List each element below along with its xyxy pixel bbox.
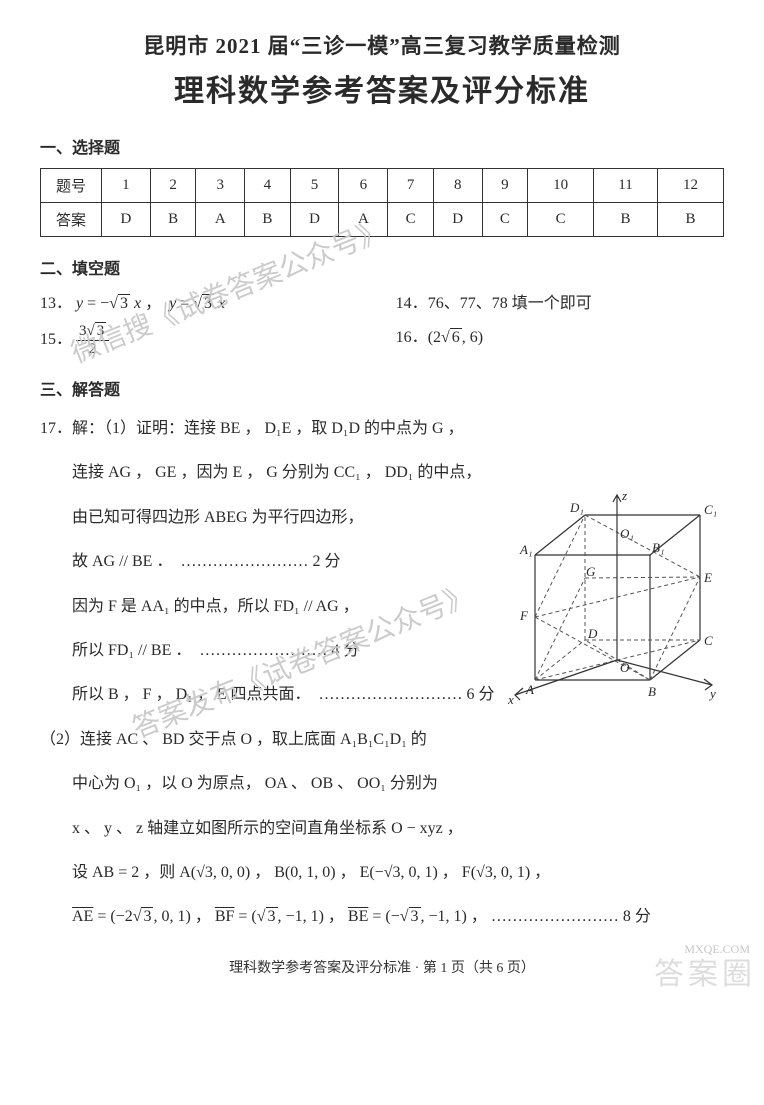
label-D: D [587,626,598,641]
q-number: 15． [40,331,72,348]
q17-line: x 、 y 、 z 轴建立如图所示的空间直角坐标系 O − xyz ， [40,810,724,848]
ans-cell: B [594,203,658,237]
ans-cell: A [196,203,245,237]
label-G: G [586,564,596,579]
th-cell: 3 [196,169,245,203]
th-cell: 1 [102,169,151,203]
th-cell: 9 [482,169,527,203]
label-C1: C₁ [704,502,717,517]
ans-cell: D [102,203,151,237]
q-number: 14． [396,295,428,312]
ans-cell: C [528,203,594,237]
q17-line: AE = (−2√3, 0, 1) ， BF = (√3, −1, 1) ， B… [40,898,724,936]
q17-line: （2）连接 AC 、 BD 交于点 O ，取上底面 A₁B₁C₁D₁ 的 [40,721,724,759]
page-footer: 理科数学参考答案及评分标准 · 第 1 页（共 6 页） [40,957,724,977]
q13: 13． y = −√3 x ， y = √3 x [40,289,396,313]
cube-figure: A B C D A₁ B₁ C₁ D₁ E F G O O₁ x y z [490,490,720,710]
q17-line: 中心为 O₁ ，以 O 为原点， OA 、 OB 、 OO₁ 分别为 [40,765,724,803]
table-row: 题号 1 2 3 4 5 6 7 8 9 10 11 12 [41,169,724,203]
axis-y: y [708,686,716,701]
label-C: C [704,633,713,648]
ans-cell: D [290,203,339,237]
label-B: B [648,684,656,699]
section-2-heading: 二、填空题 [40,255,724,279]
th-cell: 2 [150,169,195,203]
th-cell: 4 [245,169,290,203]
axis-x: x [507,692,514,707]
label-A: A [525,682,534,697]
ans-cell: C [482,203,527,237]
q-number: 13． [40,295,72,312]
ans-cell: B [657,203,723,237]
q-number: 16． [396,329,428,346]
vector-BF: BF [215,908,235,925]
label-A1: A₁ [519,542,532,557]
label-O: O [620,660,630,675]
section-1-heading: 一、选择题 [40,134,724,158]
axis-z: z [621,490,627,503]
row-label: 答案 [41,203,102,237]
ans-cell: B [245,203,290,237]
label-D1: D₁ [569,500,584,515]
th-cell: 12 [657,169,723,203]
th-cell: 6 [339,169,388,203]
label-B1: B₁ [652,540,664,555]
th-cell: 10 [528,169,594,203]
q17-line: 连接 AG ， GE ，因为 E ， G 分别为 CC₁ ， DD₁ 的中点， [40,454,724,492]
vector-BE: BE [348,908,368,925]
exam-header: 昆明市 2021 届“三诊一模”高三复习教学质量检测 [40,30,724,60]
q14: 14．76、77、78 填一个即可 [396,289,724,313]
label-E: E [703,570,712,585]
q17-line: 设 AB = 2 ，则 A(√3, 0, 0) ， B(0, 1, 0) ， E… [40,854,724,892]
th-cell: 8 [433,169,482,203]
answer-table: 题号 1 2 3 4 5 6 7 8 9 10 11 12 答案 D B A B… [40,168,724,237]
doc-title: 理科数学参考答案及评分标准 [40,66,724,110]
brand-watermark-sub: MXQE.COM [684,942,750,957]
vector-AE: AE [72,908,93,925]
table-row: 答案 D B A B D A C D C C B B [41,203,724,237]
section-3-heading: 三、解答题 [40,376,724,400]
th-cell: 7 [388,169,433,203]
q15: 15． 3√32 [40,323,396,358]
ans-cell: C [388,203,433,237]
ans-cell: D [433,203,482,237]
ans-cell: B [150,203,195,237]
q16: 16．(2√6, 6) [396,323,724,358]
ans-cell: A [339,203,388,237]
th-cell: 11 [594,169,658,203]
score-marker: …………………… 8 分 [491,908,651,925]
q17-line: 17．解：（1）证明：连接 BE ， D₁E ，取 D₁D 的中点为 G ， [40,410,724,448]
row-label: 题号 [41,169,102,203]
q14-text: 76、77、78 填一个即可 [428,295,592,312]
th-cell: 5 [290,169,339,203]
label-O1: O₁ [620,526,634,541]
label-F: F [519,608,529,623]
